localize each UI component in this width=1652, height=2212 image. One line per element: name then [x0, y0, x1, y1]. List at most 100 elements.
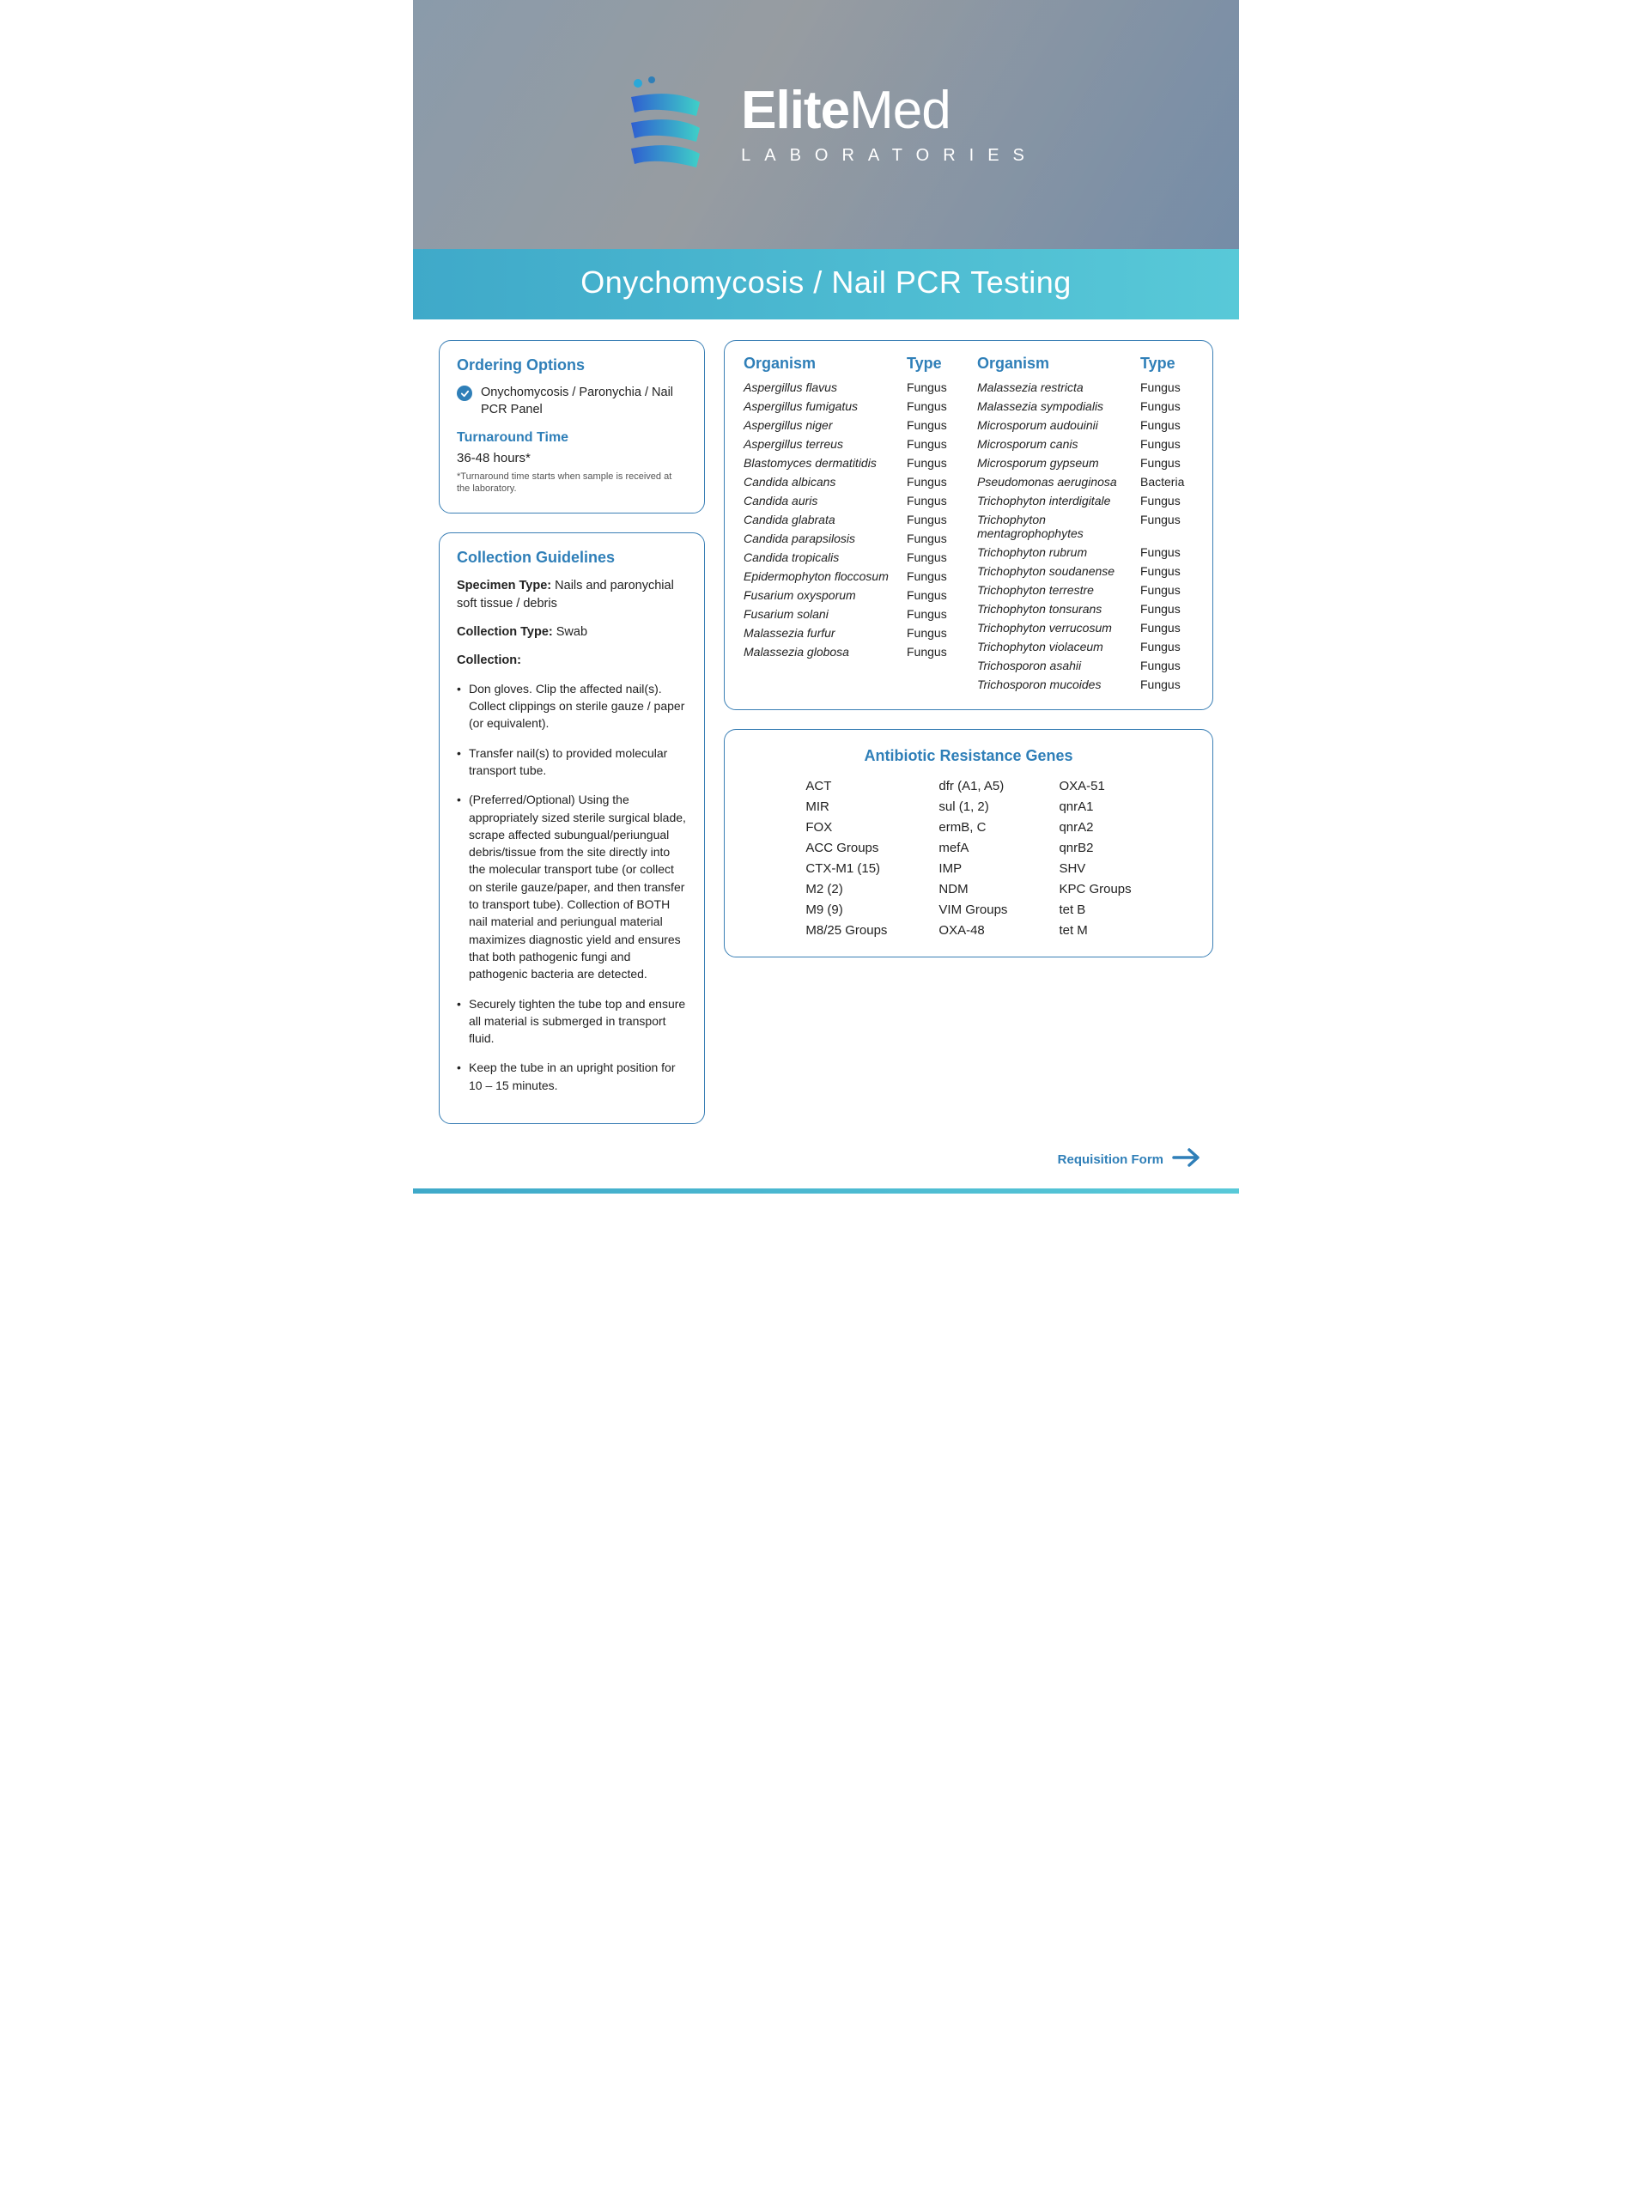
- gene-item: tet B: [1059, 902, 1131, 917]
- organism-row: Malassezia globosaFungus: [744, 642, 960, 661]
- organism-row: Trichophyton tonsuransFungus: [977, 599, 1193, 618]
- organism-type: Fungus: [1140, 678, 1193, 691]
- organism-row: Trichophyton terrestreFungus: [977, 580, 1193, 599]
- organism-type: Fungus: [907, 550, 960, 564]
- organism-name: Malassezia sympodialis: [977, 399, 1140, 413]
- collection-guidelines-card: Collection Guidelines Specimen Type: Nai…: [439, 532, 705, 1124]
- organism-name: Trichophyton terrestre: [977, 583, 1140, 597]
- collection-step: (Preferred/Optional) Using the appropria…: [457, 791, 687, 982]
- type-header: Type: [907, 355, 960, 373]
- organism-name: Trichophyton rubrum: [977, 545, 1140, 559]
- organism-type: Fungus: [907, 380, 960, 394]
- organism-name: Trichophyton verrucosum: [977, 621, 1140, 635]
- organism-name: Aspergillus fumigatus: [744, 399, 907, 413]
- organism-type: Fungus: [1140, 659, 1193, 672]
- organism-row: Trichophyton verrucosumFungus: [977, 618, 1193, 637]
- organism-type: Fungus: [1140, 418, 1193, 432]
- organism-row: Candida tropicalisFungus: [744, 548, 960, 567]
- organism-name: Aspergillus niger: [744, 418, 907, 432]
- organism-row: Malassezia sympodialisFungus: [977, 397, 1193, 416]
- organism-name: Malassezia furfur: [744, 626, 907, 640]
- organism-type: Fungus: [1140, 564, 1193, 578]
- brand-subtitle: LABORATORIES: [741, 146, 1038, 166]
- specimen-type: Specimen Type: Nails and paronychial sof…: [457, 577, 687, 613]
- organism-row: Trichophyton mentagrophophytesFungus: [977, 510, 1193, 543]
- bottom-accent-bar: [413, 1188, 1239, 1194]
- organism-name: Trichophyton interdigitale: [977, 494, 1140, 507]
- gene-item: CTX-M1 (15): [805, 861, 887, 876]
- organism-type: Fungus: [1140, 602, 1193, 616]
- organism-name: Candida parapsilosis: [744, 532, 907, 545]
- gene-item: IMP: [938, 861, 1007, 876]
- organism-type: Fungus: [1140, 513, 1193, 540]
- organism-row: Aspergillus flavusFungus: [744, 378, 960, 397]
- organism-type: Fungus: [907, 607, 960, 621]
- organism-row: Microsporum gypseumFungus: [977, 453, 1193, 472]
- ordering-options-card: Ordering Options Onychomycosis / Paronyc…: [439, 340, 705, 514]
- organism-name: Fusarium oxysporum: [744, 588, 907, 602]
- genes-column: ACTMIRFOXACC GroupsCTX-M1 (15)M2 (2)M9 (…: [805, 779, 887, 938]
- gene-item: ermB, C: [938, 820, 1007, 835]
- organism-row: Candida parapsilosisFungus: [744, 529, 960, 548]
- gene-item: KPC Groups: [1059, 882, 1131, 896]
- organism-name: Trichophyton soudanense: [977, 564, 1140, 578]
- organism-name: Trichophyton violaceum: [977, 640, 1140, 653]
- organism-name: Aspergillus terreus: [744, 437, 907, 451]
- organism-name: Trichosporon asahii: [977, 659, 1140, 672]
- logo-mark-icon: [614, 73, 717, 176]
- collection-step: Transfer nail(s) to provided molecular t…: [457, 744, 687, 780]
- organism-name: Malassezia globosa: [744, 645, 907, 659]
- collection-step: Securely tighten the tube top and ensure…: [457, 995, 687, 1048]
- collection-label: Collection:: [457, 652, 687, 670]
- tat-value: 36-48 hours*: [457, 451, 687, 465]
- organism-row: Trichophyton interdigitaleFungus: [977, 491, 1193, 510]
- organism-row: Trichophyton violaceumFungus: [977, 637, 1193, 656]
- gene-item: FOX: [805, 820, 887, 835]
- organism-row: Trichophyton rubrumFungus: [977, 543, 1193, 562]
- organism-name: Candida auris: [744, 494, 907, 507]
- organism-type: Fungus: [907, 513, 960, 526]
- organism-type: Fungus: [907, 456, 960, 470]
- organism-row: Candida albicansFungus: [744, 472, 960, 491]
- arrow-right-icon: [1172, 1146, 1201, 1173]
- organism-row: Pseudomonas aeruginosaBacteria: [977, 472, 1193, 491]
- page-title: Onychomycosis / Nail PCR Testing: [413, 249, 1239, 319]
- organism-name: Trichosporon mucoides: [977, 678, 1140, 691]
- ordering-heading: Ordering Options: [457, 356, 687, 374]
- organism-name: Candida tropicalis: [744, 550, 907, 564]
- gene-item: ACC Groups: [805, 841, 887, 855]
- organism-row: Fusarium solaniFungus: [744, 605, 960, 623]
- organism-type: Fungus: [1140, 437, 1193, 451]
- organism-name: Microsporum gypseum: [977, 456, 1140, 470]
- collection-step: Keep the tube in an upright position for…: [457, 1059, 687, 1094]
- requisition-form-link[interactable]: Requisition Form: [413, 1133, 1239, 1188]
- organism-row: Microsporum canisFungus: [977, 434, 1193, 453]
- check-circle-icon: [457, 386, 472, 401]
- organism-type: Fungus: [907, 626, 960, 640]
- collection-step: Don gloves. Clip the affected nail(s). C…: [457, 680, 687, 732]
- organism-name: Candida glabrata: [744, 513, 907, 526]
- collection-steps: Don gloves. Clip the affected nail(s). C…: [457, 680, 687, 1094]
- organism-type: Fungus: [907, 475, 960, 489]
- organism-type: Fungus: [907, 645, 960, 659]
- genes-column: OXA-51qnrA1qnrA2qnrB2SHVKPC Groupstet Bt…: [1059, 779, 1131, 938]
- collection-type: Collection Type: Swab: [457, 623, 687, 641]
- organism-header: Organism: [977, 355, 1140, 373]
- organism-type: Fungus: [1140, 583, 1193, 597]
- organism-header: Organism: [744, 355, 907, 373]
- organism-row: Candida glabrataFungus: [744, 510, 960, 529]
- organism-type: Fungus: [1140, 545, 1193, 559]
- organism-type: Fungus: [1140, 399, 1193, 413]
- gene-item: NDM: [938, 882, 1007, 896]
- tat-footnote: *Turnaround time starts when sample is r…: [457, 471, 687, 495]
- organism-type: Fungus: [1140, 621, 1193, 635]
- guidelines-heading: Collection Guidelines: [457, 549, 687, 567]
- organism-row: Aspergillus nigerFungus: [744, 416, 960, 434]
- organism-type: Bacteria: [1140, 475, 1193, 489]
- requisition-label: Requisition Form: [1058, 1152, 1163, 1167]
- organism-row: Trichosporon asahiiFungus: [977, 656, 1193, 675]
- ordering-option: Onychomycosis / Paronychia / Nail PCR Pa…: [457, 385, 687, 418]
- organism-name: Trichophyton tonsurans: [977, 602, 1140, 616]
- gene-item: ACT: [805, 779, 887, 793]
- hero-banner: EliteMed LABORATORIES: [413, 0, 1239, 249]
